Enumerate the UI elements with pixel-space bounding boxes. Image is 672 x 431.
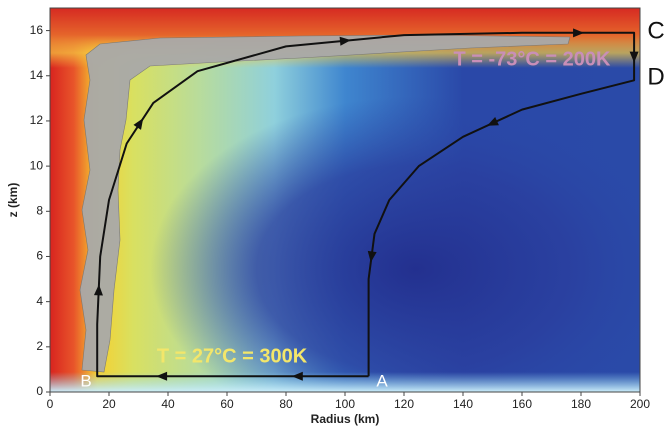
point-label: A: [376, 371, 388, 390]
annotation: T = 27°C = 300K: [157, 345, 308, 367]
y-tick-label: 16: [30, 23, 44, 37]
arrow-head: [93, 284, 103, 296]
x-axis-title: Radius (km): [311, 412, 380, 426]
annotation: T = -73°C = 200K: [454, 48, 612, 70]
x-tick-label: 200: [630, 397, 650, 411]
point-label: C: [647, 17, 664, 44]
x-tick-label: 80: [279, 397, 293, 411]
arrow-head: [367, 250, 377, 263]
y-axis-title: z (km): [6, 183, 20, 218]
arrow-head: [291, 371, 303, 381]
x-tick-label: 0: [47, 397, 54, 411]
x-tick-label: 40: [161, 397, 175, 411]
background-field: [50, 8, 640, 392]
x-tick-label: 160: [512, 397, 532, 411]
x-tick-label: 100: [335, 397, 355, 411]
x-tick-label: 180: [571, 397, 591, 411]
y-tick-label: 12: [30, 113, 44, 127]
arrow-head: [573, 28, 585, 38]
y-tick-label: 6: [36, 249, 43, 263]
y-tick-label: 4: [36, 294, 43, 308]
x-tick-label: 140: [453, 397, 473, 411]
x-tick-label: 60: [220, 397, 234, 411]
arrow-head: [133, 118, 144, 130]
arrow-head: [339, 36, 351, 46]
arrow-head: [156, 371, 168, 381]
point-label: B: [80, 371, 91, 390]
arrow-head: [629, 51, 639, 63]
y-tick-label: 8: [36, 203, 43, 217]
x-tick-label: 20: [102, 397, 116, 411]
arrow-head: [487, 117, 499, 126]
x-tick-label: 120: [394, 397, 414, 411]
cycle-line: [96, 31, 636, 378]
y-tick-label: 2: [36, 339, 43, 353]
y-tick-label: 14: [30, 68, 44, 82]
point-label: D: [647, 63, 664, 90]
y-tick-label: 0: [36, 384, 43, 398]
y-tick-label: 10: [30, 158, 44, 172]
